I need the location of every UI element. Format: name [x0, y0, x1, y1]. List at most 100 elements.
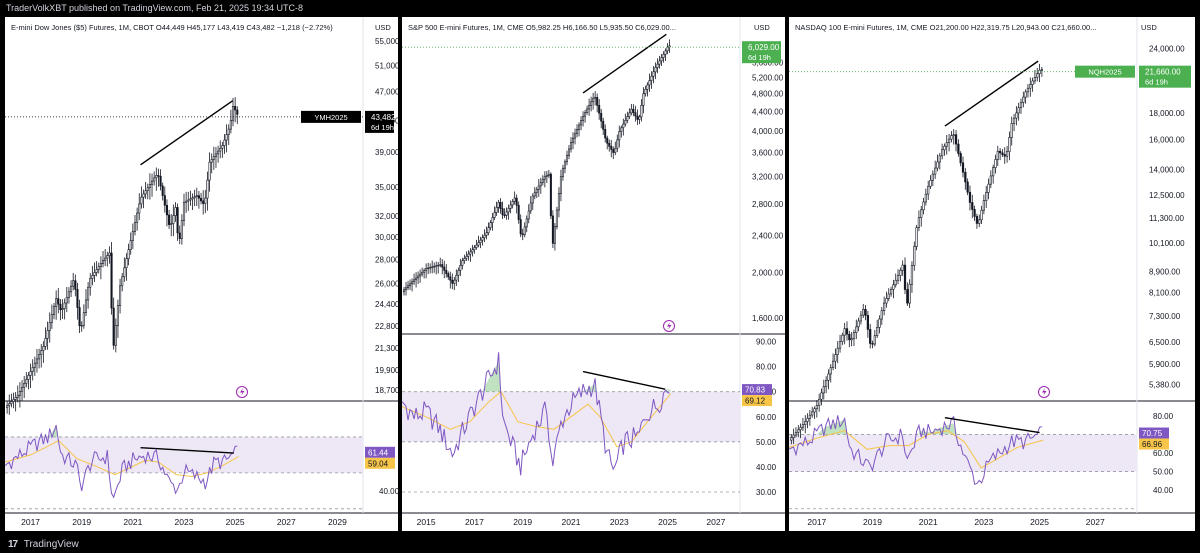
candle-body — [471, 249, 474, 253]
candle-body — [127, 249, 130, 260]
candle-body — [23, 383, 26, 388]
candle-body — [646, 84, 649, 90]
candle-body — [1003, 154, 1006, 157]
chart-svg-nasdaq[interactable]: 24,000.00 18,000.00 16,000.00 14,000.00 12,5… — [789, 17, 1195, 531]
candle-body — [403, 289, 406, 293]
candle-body — [569, 142, 573, 150]
candle-body — [588, 105, 591, 110]
candle-body — [894, 279, 897, 286]
rsi-tick-label: 50.00 — [756, 438, 777, 447]
candle-body — [920, 209, 923, 218]
candle-body — [477, 242, 480, 246]
candle-body — [18, 390, 21, 396]
candle-body — [441, 264, 444, 268]
price-tick-label: 12,500.00 — [1149, 191, 1185, 200]
candle-body — [210, 159, 213, 163]
candle-body — [70, 285, 73, 293]
price-tick-label: 26,000 — [375, 279, 398, 288]
candle-body — [927, 186, 930, 195]
candle-body — [110, 252, 113, 309]
rsi-value-badge — [742, 384, 772, 396]
candle-body — [871, 343, 874, 345]
candle-body — [57, 298, 60, 305]
candle-body — [67, 291, 70, 298]
candle-body — [606, 137, 609, 144]
candle-body — [980, 209, 983, 221]
candle-body — [906, 289, 909, 304]
last-price-text: 21,660.00 — [1145, 68, 1181, 77]
tradingview-logo-text: TradingView — [23, 539, 79, 550]
candle-body — [634, 112, 637, 117]
candle-body — [616, 139, 619, 149]
rsi-tick-label: 40.00 — [1153, 486, 1174, 495]
rsi-tick-label: 30.00 — [756, 488, 777, 497]
candle-body — [481, 237, 484, 241]
candle-body — [1026, 87, 1030, 93]
price-tick-label: 18,700 — [375, 386, 398, 395]
candle-body — [961, 162, 965, 173]
candle-body — [125, 258, 128, 269]
candle-body — [640, 105, 643, 118]
candle-body — [1008, 137, 1011, 152]
candle-body — [515, 197, 518, 206]
candle-body — [610, 146, 613, 150]
candle-body — [630, 108, 633, 114]
price-tick-label: 4,800.00 — [752, 90, 784, 99]
candle-body — [27, 375, 30, 380]
price-tick-label: 19,900 — [375, 366, 398, 375]
candle-body — [1017, 107, 1020, 114]
candle-body — [191, 197, 194, 200]
candle-body — [93, 272, 96, 276]
candle-body — [52, 306, 56, 315]
rsi-tick-label: 40.00 — [379, 487, 398, 496]
rsi-value-text: 70.75 — [1142, 429, 1163, 438]
candle-body — [65, 297, 68, 304]
candle-body — [996, 150, 999, 160]
chart-title: NASDAQ 100 E-mini Futures, 1M, CME O21,2… — [795, 23, 1097, 32]
candle-body — [33, 362, 36, 368]
candle-body — [915, 227, 918, 247]
time-tick-label: 2023 — [974, 517, 993, 527]
candle-body — [74, 280, 77, 290]
candle-body — [883, 302, 886, 311]
candle-body — [604, 129, 607, 139]
candle-body — [101, 260, 105, 264]
candle-body — [850, 338, 853, 341]
time-tick-label: 2023 — [610, 517, 629, 527]
rsi-tick-label: 60.00 — [756, 413, 777, 422]
candle-body — [652, 71, 655, 77]
candle-body — [82, 312, 85, 326]
candle-body — [180, 220, 183, 239]
rsi-trendline — [582, 370, 666, 390]
candle-body — [950, 135, 953, 140]
last-price-text: 6,029.00 — [748, 43, 780, 52]
chart-svg-sp500[interactable]: 5,600.005,200.004,800.004,400.004,000.00… — [402, 17, 785, 531]
candle-body — [941, 149, 944, 157]
price-tick-label: 47,000 — [375, 88, 398, 97]
time-tick-label: 2027 — [1086, 517, 1105, 527]
candle-body — [547, 173, 550, 176]
candle-body — [55, 298, 58, 307]
candle-body — [229, 119, 232, 130]
candle-body — [628, 112, 631, 117]
candle-body — [642, 93, 645, 106]
candle-body — [227, 128, 230, 135]
candle-body — [1033, 76, 1037, 82]
rsi-value-badge — [365, 446, 395, 458]
time-tick-label: 2015 — [417, 517, 436, 527]
time-tick-label: 2027 — [706, 517, 725, 527]
price-tick-label: 7,300.00 — [1149, 312, 1181, 321]
candle-body — [485, 232, 488, 236]
candle-body — [447, 273, 450, 278]
time-tick-label: 2017 — [465, 517, 484, 527]
candle-body — [869, 329, 872, 344]
candle-body — [992, 167, 995, 177]
chart-svg-dow[interactable]: 55,00051,00047,00043,00039,00035,00032,0… — [5, 17, 398, 531]
publisher-header: TraderVolkXBT published on TradingView.c… — [6, 3, 304, 13]
candle-body — [901, 264, 904, 271]
candle-body — [829, 367, 832, 375]
candle-body — [929, 179, 932, 187]
price-tick-label: 39,000 — [375, 148, 398, 157]
candle-body — [411, 281, 414, 285]
candle-body — [541, 178, 544, 183]
